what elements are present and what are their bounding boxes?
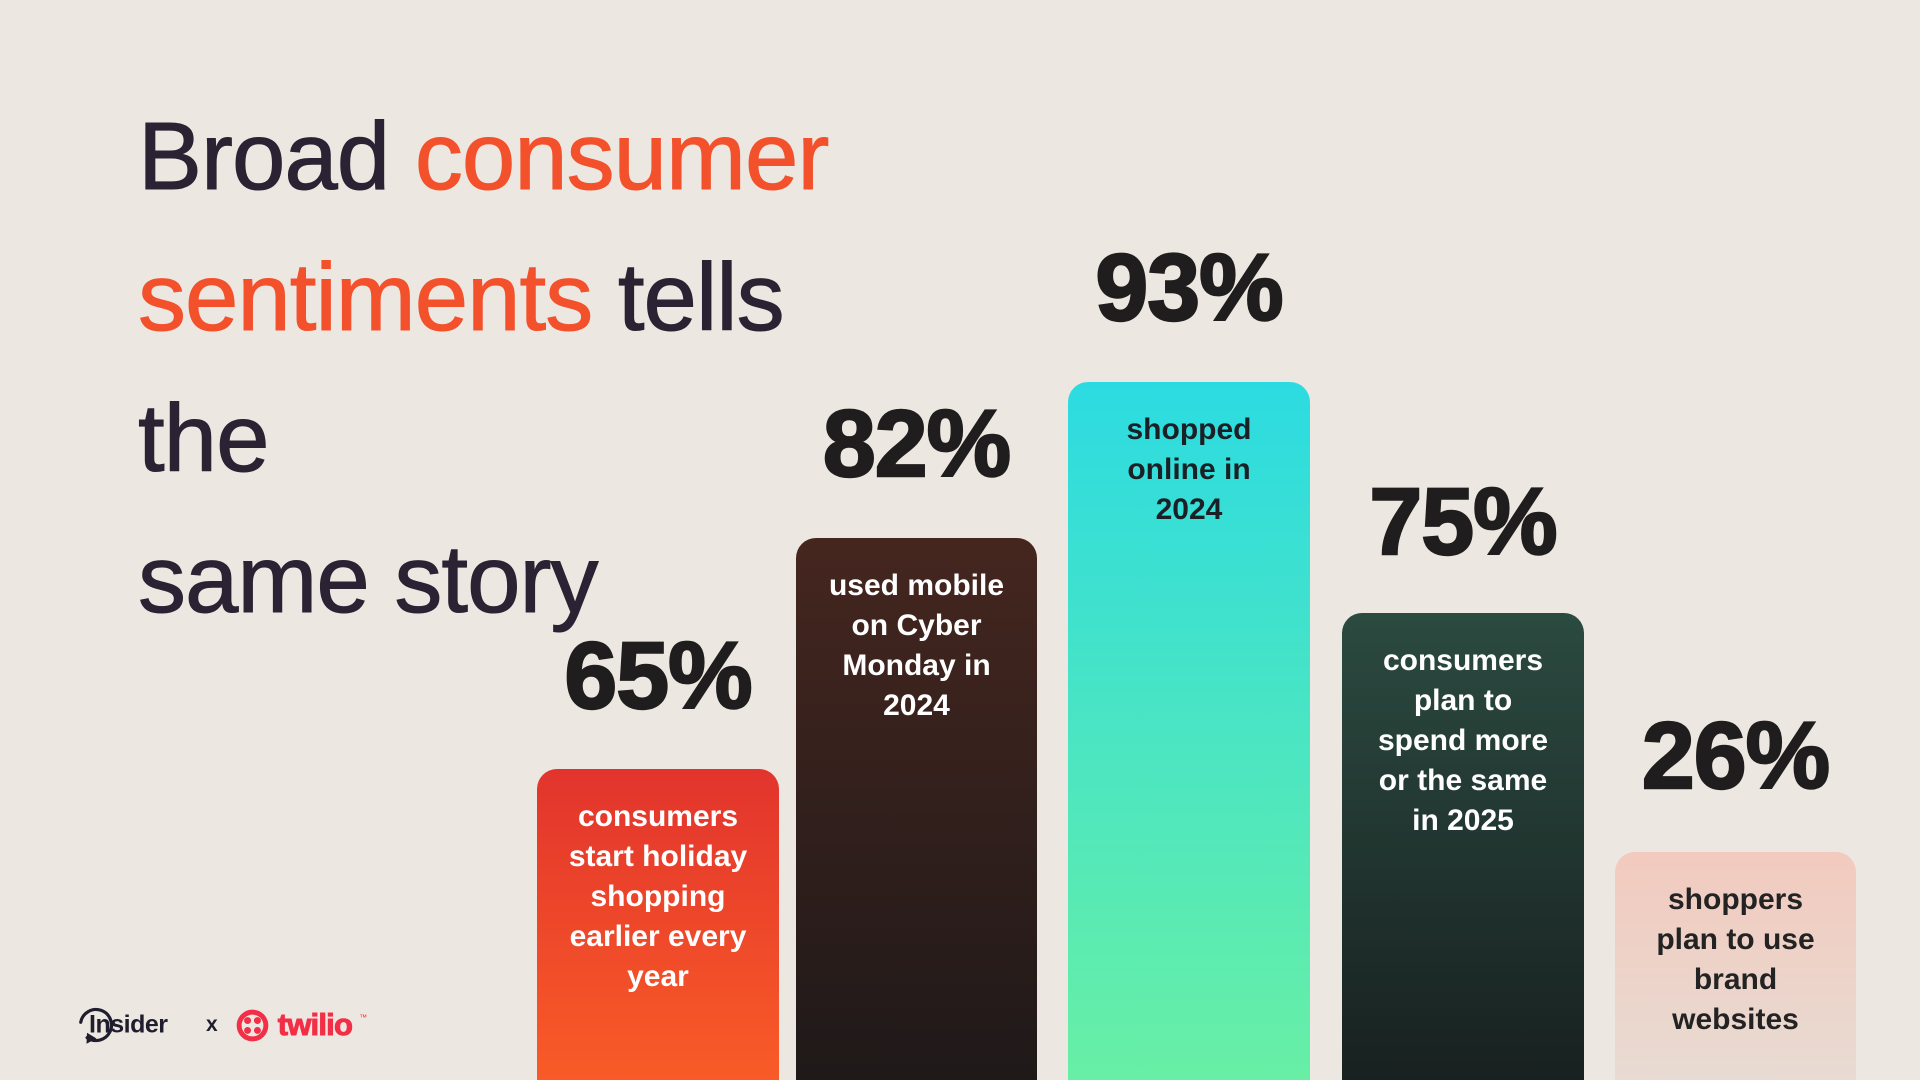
brand-footer: Insider x twilio ™ [76, 1002, 367, 1048]
insider-circle-arrow-icon [79, 1007, 114, 1044]
bar-caption: consumers plan to spend more or the same… [1377, 644, 1549, 837]
twilio-icon [236, 1009, 269, 1041]
title-line-2: sentiments tells the [137, 227, 898, 509]
bar-caption: consumers start holiday shopping earlier… [568, 800, 748, 993]
bar-group-75: 75% consumers plan to spend more or the … [1342, 0, 1584, 1080]
bar-caption: used mobile on Cyber Monday in 2024 [828, 569, 1005, 722]
title-line-1: Broad consumer [138, 86, 898, 227]
bar-group-82: 82% used mobile on Cyber Monday in 2024 [796, 0, 1037, 1080]
title-accent-text: sentiments [137, 244, 593, 352]
title-accent-text: consumer [414, 103, 829, 211]
page-title: Broad consumer sentiments tells the same… [137, 86, 898, 650]
bar-value-label: 26% [1641, 703, 1832, 809]
bar-group-65: 65% consumers start holiday shopping ear… [537, 0, 779, 1080]
bar-82: used mobile on Cyber Monday in 2024 [796, 538, 1037, 1080]
title-text: Broad [138, 103, 415, 211]
trademark-symbol: ™ [359, 1012, 368, 1022]
bar-value-label: 82% [822, 391, 1013, 497]
twilio-wordmark: twilio [277, 1007, 353, 1043]
bar-group-26: 26% shoppers plan to use brand websites [1615, 0, 1856, 1080]
bar-caption: shoppers plan to use brand websites [1656, 883, 1815, 1036]
insider-wordmark: Insider [89, 1010, 168, 1039]
twilio-logo: twilio ™ [234, 1007, 367, 1044]
bar-93: shopped online in 2024 [1068, 382, 1310, 1080]
bar-value-label: 65% [563, 623, 754, 729]
bar-26: shoppers plan to use brand websites [1615, 852, 1856, 1080]
title-text: same story [137, 526, 598, 634]
bar-value-label: 75% [1368, 469, 1559, 575]
bar-value-label: 93% [1094, 235, 1285, 341]
insider-logo: Insider [76, 1003, 188, 1047]
title-line-3: same story [137, 509, 898, 650]
bar-75: consumers plan to spend more or the same… [1342, 613, 1584, 1080]
bar-caption: shopped online in 2024 [1126, 413, 1252, 526]
bar-65: consumers start holiday shopping earlier… [537, 769, 779, 1080]
title-text: tells the [138, 244, 786, 493]
bar-group-93: 93% shopped online in 2024 [1068, 0, 1310, 1080]
partnership-x: x [206, 1013, 218, 1036]
